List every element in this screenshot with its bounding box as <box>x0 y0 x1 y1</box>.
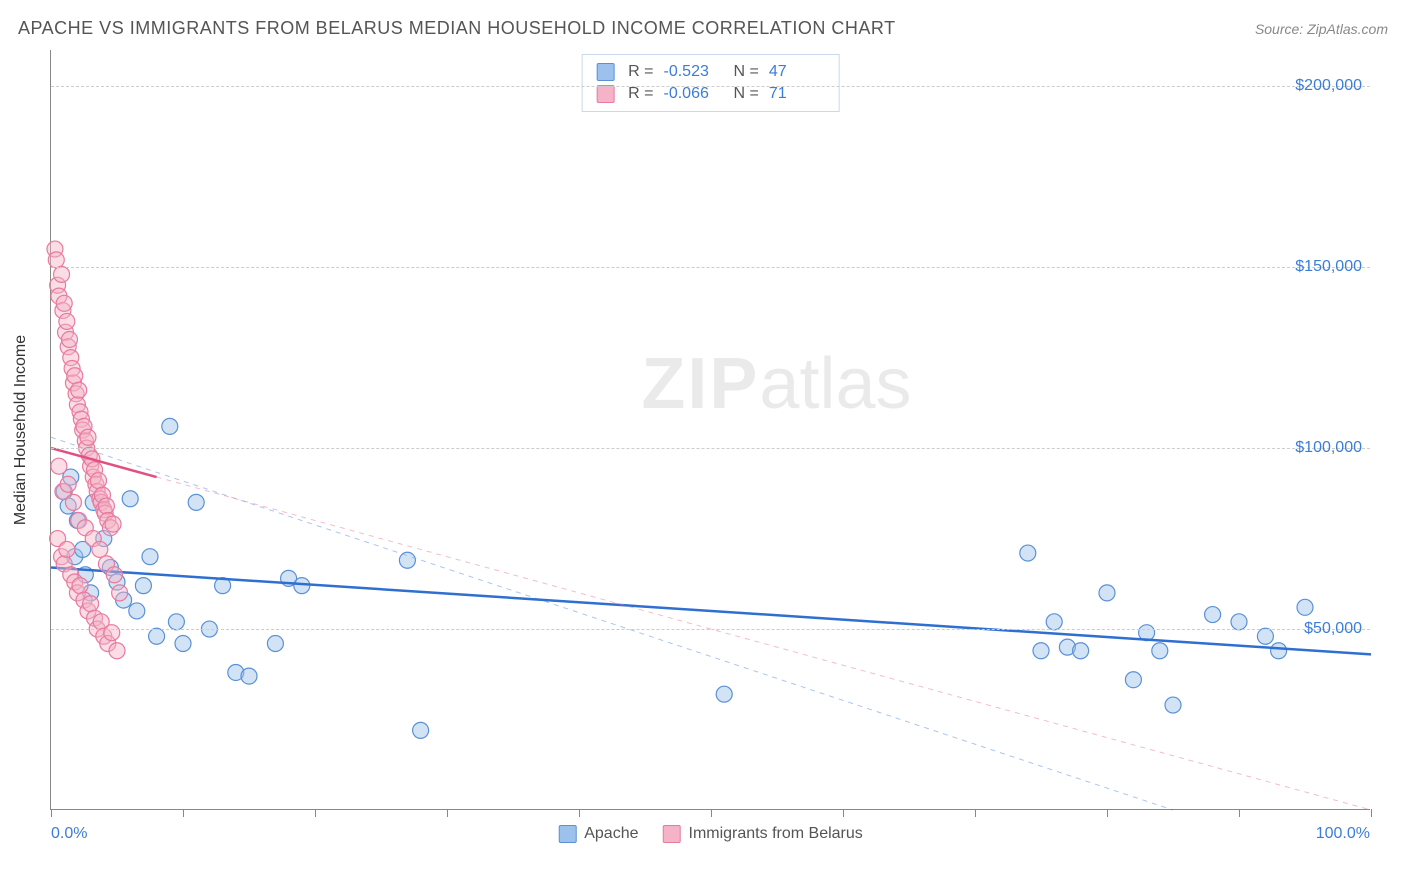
y-tick-label: $50,000 <box>1304 620 1362 638</box>
data-point <box>413 722 429 738</box>
n-value: 71 <box>769 85 825 103</box>
x-tick <box>843 809 844 817</box>
data-point <box>175 636 191 652</box>
data-point <box>1046 614 1062 630</box>
r-label: R = <box>628 63 653 81</box>
data-point <box>65 494 81 510</box>
data-point <box>60 476 76 492</box>
source-label: Source: ZipAtlas.com <box>1255 21 1388 37</box>
n-label: N = <box>734 85 759 103</box>
x-tick <box>183 809 184 817</box>
x-tick <box>579 809 580 817</box>
data-point <box>59 313 75 329</box>
data-point <box>56 295 72 311</box>
data-point <box>104 625 120 641</box>
data-point <box>112 585 128 601</box>
data-point <box>83 596 99 612</box>
y-axis-title: Median Household Income <box>12 334 30 524</box>
legend-label: Immigrants from Belarus <box>689 825 863 843</box>
trend-line <box>51 568 1371 655</box>
plot-svg <box>51 50 1370 809</box>
n-value: 47 <box>769 63 825 81</box>
data-point <box>142 549 158 565</box>
data-point <box>106 567 122 583</box>
trend-extension <box>51 437 1173 810</box>
x-tick <box>711 809 712 817</box>
data-point <box>92 541 108 557</box>
data-point <box>61 332 77 348</box>
gridline <box>51 267 1370 268</box>
data-point <box>1073 643 1089 659</box>
data-point <box>1297 599 1313 615</box>
y-tick-label: $200,000 <box>1295 77 1362 95</box>
x-tick <box>975 809 976 817</box>
data-point <box>54 266 70 282</box>
x-tick <box>315 809 316 817</box>
n-label: N = <box>734 63 759 81</box>
gridline <box>51 448 1370 449</box>
data-point <box>98 498 114 514</box>
r-value: -0.523 <box>664 63 720 81</box>
data-point <box>1257 628 1273 644</box>
x-tick <box>51 809 52 817</box>
data-point <box>1152 643 1168 659</box>
data-point <box>168 614 184 630</box>
data-point <box>1033 643 1049 659</box>
legend-item: Apache <box>558 825 638 843</box>
x-tick <box>1107 809 1108 817</box>
data-point <box>135 578 151 594</box>
chart-title: APACHE VS IMMIGRANTS FROM BELARUS MEDIAN… <box>18 18 896 39</box>
legend-swatch <box>596 85 614 103</box>
legend-swatch <box>596 63 614 81</box>
data-point <box>1231 614 1247 630</box>
data-point <box>72 578 88 594</box>
data-point <box>80 429 96 445</box>
legend-swatch <box>558 825 576 843</box>
data-point <box>267 636 283 652</box>
data-point <box>1165 697 1181 713</box>
data-point <box>109 643 125 659</box>
x-tick <box>1239 809 1240 817</box>
data-point <box>1020 545 1036 561</box>
data-point <box>48 252 64 268</box>
data-point <box>716 686 732 702</box>
gridline <box>51 629 1370 630</box>
r-label: R = <box>628 85 653 103</box>
data-point <box>105 516 121 532</box>
data-point <box>241 668 257 684</box>
x-min-label: 0.0% <box>51 825 87 843</box>
legend-item: Immigrants from Belarus <box>663 825 863 843</box>
gridline <box>51 86 1370 87</box>
data-point <box>59 541 75 557</box>
x-tick <box>1371 809 1372 817</box>
x-tick <box>447 809 448 817</box>
data-point <box>1125 672 1141 688</box>
plot-area: Median Household Income ZIPatlas R =-0.5… <box>50 50 1370 810</box>
data-point <box>399 552 415 568</box>
data-point <box>1099 585 1115 601</box>
legend-label: Apache <box>584 825 638 843</box>
legend-series: Apache Immigrants from Belarus <box>558 825 863 843</box>
y-tick-label: $150,000 <box>1295 258 1362 276</box>
y-tick-label: $100,000 <box>1295 439 1362 457</box>
legend-stats: R = -0.523 N = 47 R = -0.066 N = 71 <box>581 54 840 112</box>
data-point <box>122 491 138 507</box>
data-point <box>1271 643 1287 659</box>
data-point <box>51 458 67 474</box>
data-point <box>188 494 204 510</box>
title-bar: APACHE VS IMMIGRANTS FROM BELARUS MEDIAN… <box>18 18 1388 39</box>
data-point <box>129 603 145 619</box>
data-point <box>162 418 178 434</box>
legend-stat-row: R = -0.523 N = 47 <box>596 61 825 83</box>
data-point <box>149 628 165 644</box>
data-point <box>67 368 83 384</box>
data-point <box>1205 607 1221 623</box>
data-point <box>71 382 87 398</box>
legend-swatch <box>663 825 681 843</box>
x-max-label: 100.0% <box>1316 825 1370 843</box>
r-value: -0.066 <box>664 85 720 103</box>
data-point <box>91 473 107 489</box>
